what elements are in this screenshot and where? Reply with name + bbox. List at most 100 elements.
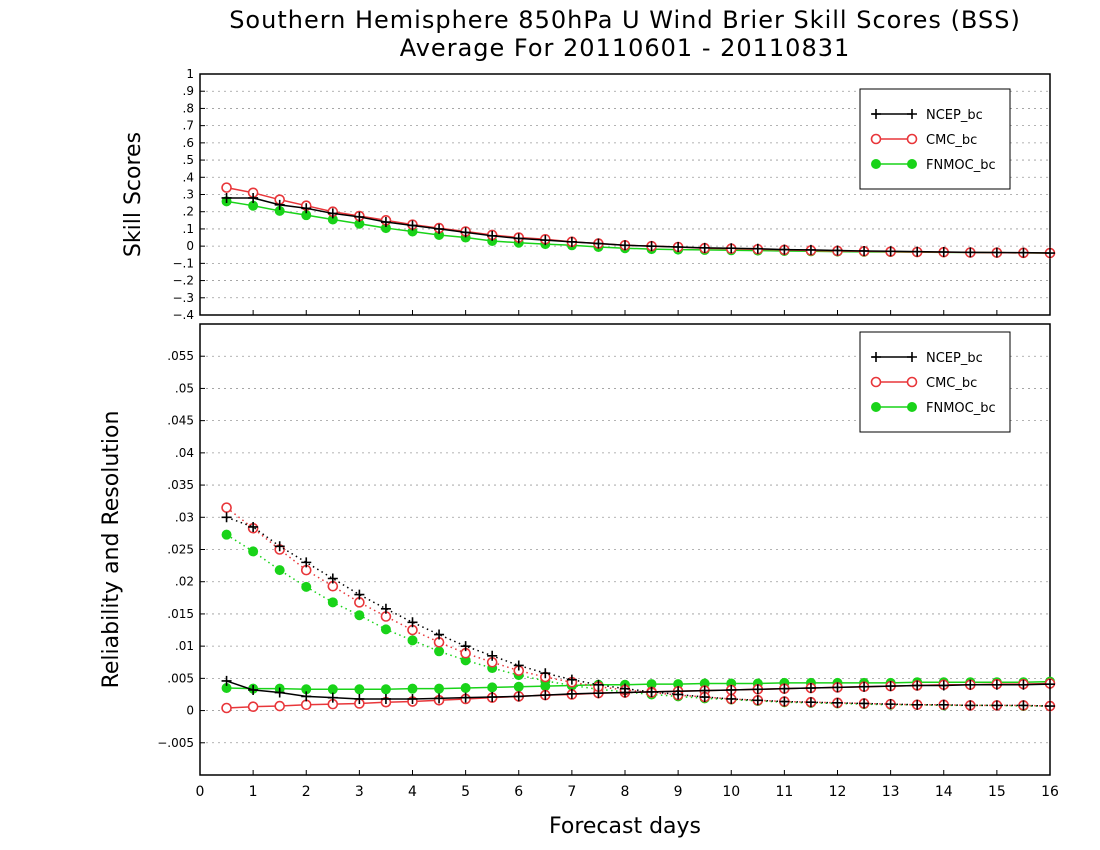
- data-point: [779, 696, 790, 707]
- data-point: [380, 624, 391, 635]
- data-point: [221, 529, 232, 540]
- x-tick-label: 11: [775, 784, 793, 800]
- data-point: [380, 684, 391, 695]
- y-tick-label: .2: [183, 205, 194, 219]
- data-point: [805, 244, 816, 255]
- data-point: [912, 699, 923, 710]
- data-point: [566, 674, 577, 685]
- y-tick-label: .055: [167, 349, 194, 363]
- data-point: [460, 641, 471, 652]
- data-point: [300, 699, 312, 711]
- data-point: [1045, 701, 1055, 712]
- data-point: [221, 512, 232, 523]
- data-point: [805, 683, 816, 694]
- data-point: [301, 203, 312, 214]
- y-tick-label: .7: [183, 119, 194, 133]
- data-point: [885, 246, 896, 257]
- data-point: [779, 244, 790, 255]
- y-tick-label: .9: [183, 84, 194, 98]
- x-tick-label: 15: [988, 784, 1006, 800]
- x-tick-label: 13: [882, 784, 900, 800]
- x-tick-label: 8: [621, 784, 630, 800]
- data-point: [566, 688, 577, 699]
- legend-marker: [906, 376, 918, 388]
- data-point: [434, 683, 445, 694]
- data-point: [487, 650, 498, 661]
- data-point: [274, 541, 285, 552]
- legend-marker: [907, 402, 917, 412]
- series-NCEP_bc: [221, 192, 1055, 259]
- data-point: [938, 680, 949, 691]
- data-point: [327, 208, 338, 219]
- data-point: [434, 223, 445, 234]
- data-point: [407, 635, 418, 646]
- data-point: [221, 182, 232, 193]
- y-tick-label: −.1: [172, 256, 194, 270]
- legend-label: CMC_bc: [926, 133, 977, 148]
- x-tick-label: 12: [829, 784, 847, 800]
- data-point: [460, 692, 471, 703]
- series-NCEP_bc-resolution: [221, 512, 1055, 712]
- data-point: [752, 243, 763, 254]
- legend-marker: [870, 376, 882, 388]
- y-tick-label: .04: [175, 446, 194, 460]
- x-tick-label: 3: [355, 784, 364, 800]
- x-tick-label: 0: [196, 784, 205, 800]
- data-point: [832, 245, 843, 256]
- data-point: [248, 521, 259, 532]
- y-tick-label: −.005: [157, 736, 194, 750]
- legend-marker: [871, 352, 881, 362]
- data-point: [593, 688, 604, 699]
- data-point: [487, 230, 498, 241]
- data-point: [407, 617, 418, 628]
- data-point: [301, 581, 312, 592]
- data-point: [354, 693, 365, 704]
- y-tick-label: −.4: [172, 308, 194, 322]
- data-point: [327, 573, 338, 584]
- data-point: [354, 211, 365, 222]
- data-point: [513, 233, 524, 244]
- data-point: [274, 687, 285, 698]
- x-tick-label: 1: [249, 784, 258, 800]
- data-point: [646, 686, 657, 697]
- legend: NCEP_bc CMC_bc FNMOC_bc: [859, 88, 1011, 190]
- legend-marker: [871, 109, 881, 119]
- legend-marker: [906, 133, 918, 145]
- data-point: [1045, 679, 1055, 690]
- data-point: [407, 693, 418, 704]
- data-point: [593, 238, 604, 249]
- data-point: [301, 691, 312, 702]
- data-point: [752, 695, 763, 706]
- data-point: [434, 646, 445, 657]
- data-point: [434, 629, 445, 640]
- data-point: [885, 681, 896, 692]
- y-tick-label: .6: [183, 136, 194, 150]
- x-tick-label: 5: [461, 784, 470, 800]
- data-point: [832, 697, 843, 708]
- legend-label: CMC_bc: [926, 376, 977, 391]
- y-tick-label: .045: [167, 414, 194, 428]
- data-point: [380, 603, 391, 614]
- data-point: [726, 243, 737, 254]
- data-point: [912, 680, 923, 691]
- data-point: [434, 693, 445, 704]
- y-tick-label: 0: [186, 239, 194, 253]
- data-point: [221, 675, 232, 686]
- x-tick-label: 9: [674, 784, 683, 800]
- data-point: [513, 691, 524, 702]
- data-point: [513, 660, 524, 671]
- data-point: [620, 240, 630, 251]
- data-point: [460, 683, 471, 694]
- y-tick-label: 1: [186, 67, 194, 81]
- data-point: [646, 241, 657, 252]
- y-tick-label: −.3: [172, 291, 194, 305]
- legend: NCEP_bc CMC_bc FNMOC_bc: [859, 331, 1011, 433]
- data-point: [593, 679, 604, 690]
- x-tick-label: 2: [302, 784, 311, 800]
- y-tick-label: .035: [167, 478, 194, 492]
- data-point: [1018, 247, 1029, 258]
- data-point: [540, 690, 551, 701]
- data-point: [620, 683, 630, 694]
- data-point: [805, 697, 816, 708]
- data-point: [566, 236, 577, 247]
